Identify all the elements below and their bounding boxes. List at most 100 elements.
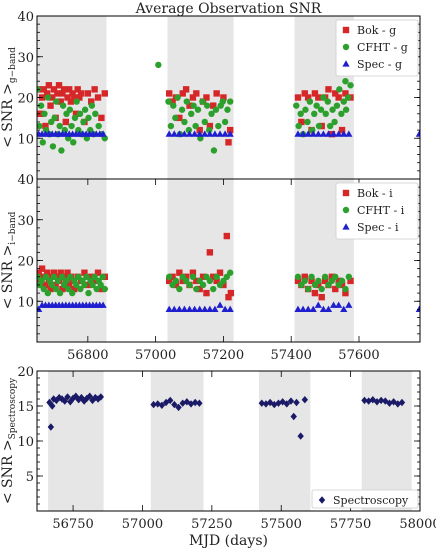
data-point (150, 400, 157, 409)
data-point (62, 118, 70, 126)
data-point (69, 289, 76, 297)
data-point (50, 269, 58, 276)
data-point (99, 273, 106, 280)
legend-label: Spectroscopy (333, 494, 409, 507)
data-point (94, 395, 102, 403)
data-point (49, 143, 57, 150)
data-point (171, 400, 178, 409)
data-point (165, 277, 173, 285)
data-point (45, 82, 53, 89)
data-point (299, 130, 307, 137)
data-point (179, 277, 186, 285)
data-point (185, 126, 193, 134)
data-point (84, 281, 92, 289)
data-point (81, 269, 88, 276)
data-point (180, 130, 189, 137)
data-point (226, 98, 234, 105)
data-point (335, 277, 342, 285)
data-point (340, 130, 348, 137)
data-point (335, 130, 343, 137)
legend-label: Bok - g (357, 24, 396, 37)
data-point (54, 277, 62, 285)
data-point (189, 94, 197, 101)
data-point (332, 90, 339, 97)
data-point (298, 118, 305, 126)
legend-marker (342, 206, 350, 214)
data-point (53, 98, 60, 105)
data-point (340, 305, 348, 312)
data-point (196, 305, 204, 312)
data-point (299, 305, 307, 312)
data-point (318, 293, 325, 301)
data-point (306, 98, 314, 105)
data-point (314, 301, 322, 308)
data-point (44, 94, 52, 101)
data-point (308, 277, 315, 285)
x-tick-label: 56750 (52, 517, 93, 532)
data-point (172, 281, 180, 289)
data-point (88, 98, 95, 105)
data-point (185, 305, 194, 312)
data-point (91, 86, 98, 93)
data-point (340, 98, 347, 105)
data-point (221, 118, 229, 126)
legend-marker (318, 496, 326, 504)
data-point (65, 86, 73, 93)
data-point (220, 94, 227, 101)
data-point (88, 102, 96, 109)
data-point (37, 102, 45, 109)
data-point (85, 289, 92, 297)
data-point (88, 273, 95, 280)
data-point (304, 130, 312, 137)
data-point (193, 90, 200, 97)
x-tick-label: 57400 (271, 348, 312, 363)
data-point (324, 98, 332, 105)
data-point (91, 273, 98, 280)
x-tick-label: 57200 (203, 348, 244, 363)
data-point (183, 98, 191, 105)
data-point (182, 273, 190, 280)
data-point (57, 269, 64, 276)
data-point (183, 398, 191, 406)
data-point (321, 273, 329, 280)
data-point (208, 110, 215, 118)
data-point (47, 423, 55, 431)
data-point (313, 102, 320, 109)
data-point (52, 281, 59, 289)
data-point (295, 122, 302, 130)
data-point (52, 285, 60, 293)
x-tick-label: 57750 (330, 517, 371, 532)
data-point (74, 86, 81, 93)
data-point (84, 90, 92, 97)
data-point (158, 401, 166, 409)
data-point (50, 86, 58, 93)
data-point (333, 102, 341, 109)
data-points (37, 61, 420, 154)
x-axis-label: MJD (days) (189, 533, 268, 549)
season-band (259, 371, 311, 511)
data-point (329, 130, 338, 137)
data-point (43, 90, 51, 97)
data-point (225, 139, 232, 146)
data-point (76, 110, 84, 118)
data-point (99, 301, 107, 308)
data-point (66, 106, 74, 113)
data-point (415, 305, 420, 312)
data-point (37, 110, 44, 117)
data-point (71, 285, 78, 293)
data-point (47, 285, 54, 293)
data-point (54, 273, 61, 280)
data-point (194, 106, 202, 113)
y-tick-label: 10 (17, 435, 34, 450)
data-point (314, 130, 322, 137)
data-point (42, 122, 49, 130)
data-point (315, 281, 322, 289)
data-point (216, 301, 224, 308)
data-point (89, 281, 96, 289)
data-point (97, 281, 104, 289)
y-tick-label: 20 (17, 255, 34, 270)
data-point (301, 277, 308, 285)
data-point (311, 289, 319, 297)
data-point (317, 106, 325, 113)
data-point (101, 285, 108, 293)
